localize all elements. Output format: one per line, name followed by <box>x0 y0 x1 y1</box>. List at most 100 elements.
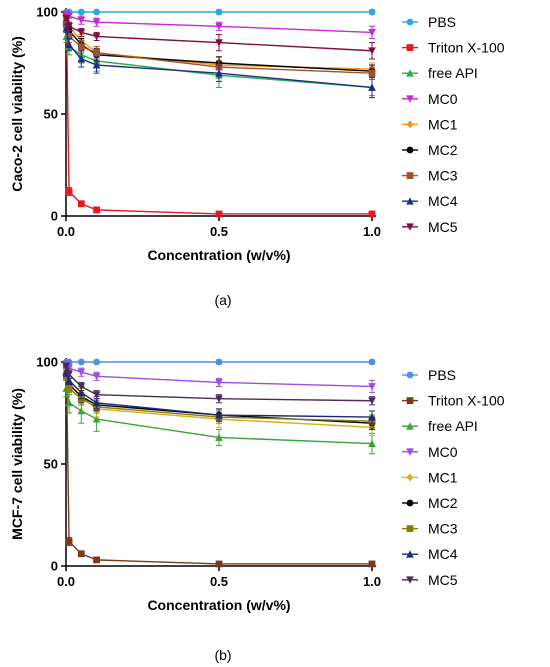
figure-caption: (b) <box>214 647 231 663</box>
legend-marker <box>406 422 414 430</box>
y-tick-label: 100 <box>36 5 58 20</box>
data-point <box>215 560 223 568</box>
data-point <box>65 398 73 407</box>
data-point <box>368 413 376 421</box>
y-axis-label: MCF-7 cell viability (%) <box>9 388 25 540</box>
data-point <box>368 210 376 218</box>
legend-item: Triton X-100 <box>402 40 505 56</box>
legend-item: MC1 <box>402 469 458 485</box>
series-line <box>65 364 372 565</box>
y-tick-label: 0 <box>51 209 58 224</box>
y-axis-label: Caco-2 cell viability (%) <box>9 36 25 192</box>
legend-marker <box>406 371 414 379</box>
y-tick-label: 50 <box>44 107 58 122</box>
data-point <box>368 8 376 16</box>
data-point <box>215 8 223 16</box>
legend-marker <box>406 172 414 179</box>
data-point <box>77 43 85 51</box>
data-point <box>93 49 100 57</box>
data-point <box>215 210 223 218</box>
chart-a: 0 50 100 0.0 0.5 1.0 Concentration (w/v%) Caco-… <box>9 5 505 309</box>
data-point <box>77 383 86 391</box>
x-axis-label: Concentration (w/v%) <box>147 247 290 263</box>
legend-label: Triton X-100 <box>428 40 505 56</box>
data-point <box>65 33 73 40</box>
y-tick-label: 50 <box>44 457 58 472</box>
legend-marker <box>406 499 414 507</box>
x-axis-label: Concentration (w/v%) <box>147 597 290 613</box>
legend-marker <box>406 525 414 532</box>
data-point <box>65 538 73 545</box>
data-point <box>65 188 73 195</box>
data-point <box>62 14 71 23</box>
legend-label: MC4 <box>428 546 458 562</box>
y-tick-label: 100 <box>36 355 58 370</box>
legend-marker <box>406 120 414 129</box>
data-point <box>62 362 71 371</box>
legend-item: MC3 <box>402 521 458 537</box>
legend-marker <box>406 223 414 231</box>
legend-item: MC0 <box>402 444 458 460</box>
data-point <box>92 33 101 41</box>
data-point <box>77 550 85 558</box>
legend-item: MC2 <box>402 142 458 158</box>
legend-label: MC3 <box>428 168 458 184</box>
data-point <box>92 372 101 381</box>
series-triton-x-100 <box>62 360 376 568</box>
data-point <box>65 22 73 31</box>
data-point <box>77 54 86 63</box>
data-point <box>77 358 85 366</box>
legend-marker <box>406 95 414 103</box>
legend-marker <box>406 397 414 404</box>
data-point <box>215 379 223 387</box>
x-tick-label: 0.0 <box>57 224 75 239</box>
series-triton-x-100 <box>62 10 376 218</box>
data-point <box>77 16 86 25</box>
data-point <box>215 395 223 403</box>
data-point <box>77 29 86 37</box>
data-point <box>368 560 376 568</box>
legend-item: MC0 <box>402 91 458 107</box>
data-point <box>92 398 101 407</box>
data-point <box>368 29 376 37</box>
data-point <box>92 18 101 27</box>
data-point <box>92 61 101 69</box>
data-point <box>368 383 376 391</box>
data-point <box>92 391 101 399</box>
data-point <box>92 415 101 423</box>
legend-item: MC4 <box>402 193 458 209</box>
data-point <box>77 368 86 377</box>
legend-marker <box>406 473 414 482</box>
x-tick-label: 0.0 <box>57 574 75 589</box>
legend-marker <box>406 197 414 205</box>
legend-marker <box>406 69 414 77</box>
legend-label: PBS <box>428 367 456 383</box>
legend-item: MC4 <box>402 546 458 562</box>
data-point <box>368 358 376 366</box>
data-point <box>65 40 73 49</box>
data-point <box>215 39 223 47</box>
data-point <box>215 22 223 31</box>
legend-label: MC3 <box>428 521 458 537</box>
data-point <box>368 69 376 77</box>
legend-label: MC0 <box>428 444 458 460</box>
legend-label: free API <box>428 65 478 81</box>
data-point <box>215 358 223 366</box>
legend-label: MC0 <box>428 91 458 107</box>
legend-marker <box>406 576 414 584</box>
data-point <box>368 83 376 91</box>
legend-label: MC5 <box>428 572 458 588</box>
legend-label: MC1 <box>428 116 458 132</box>
data-point <box>215 411 223 419</box>
data-point <box>93 206 100 214</box>
legend-label: Triton X-100 <box>428 393 505 409</box>
legend-marker <box>406 448 414 456</box>
data-point <box>93 556 100 564</box>
legend-item: PBS <box>402 367 456 383</box>
series-mc0 <box>62 360 376 394</box>
legend-marker <box>406 550 414 558</box>
legend-marker <box>406 44 414 51</box>
data-point <box>77 406 86 415</box>
legend-item: free API <box>402 418 478 434</box>
